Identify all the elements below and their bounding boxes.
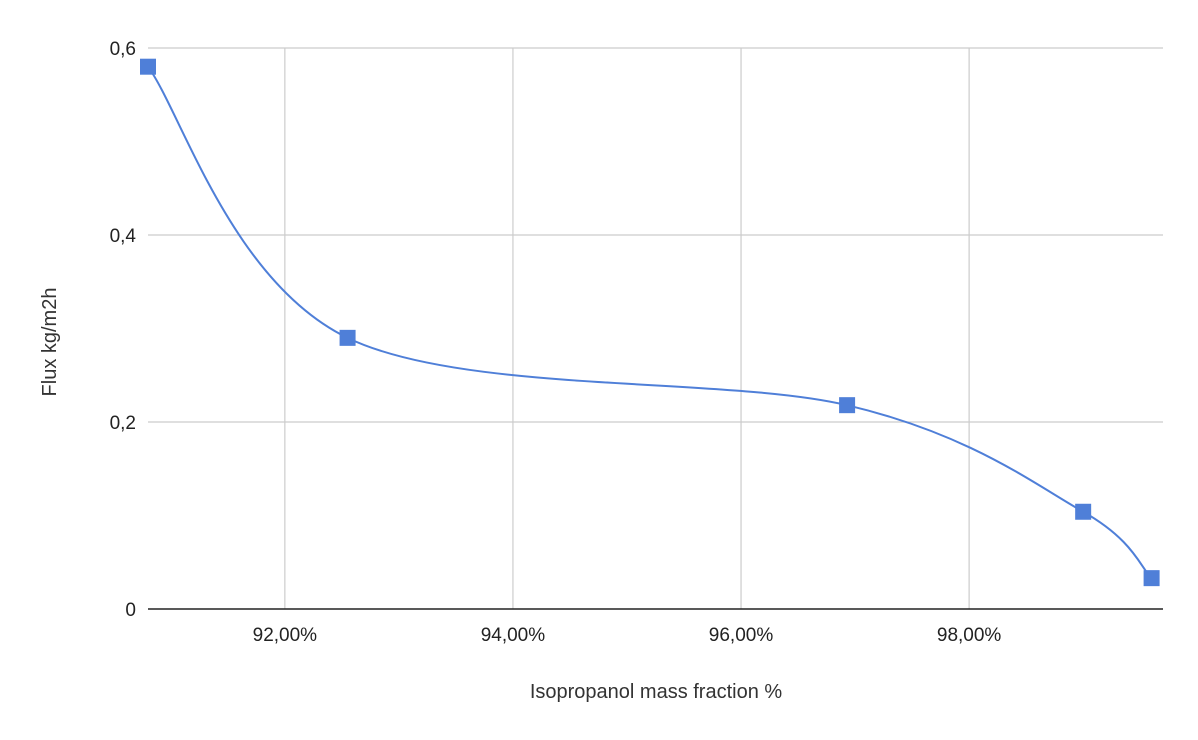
x-tick-label: 98,00% (937, 625, 1002, 646)
x-tick-label: 94,00% (481, 625, 546, 646)
data-point-marker (839, 397, 856, 414)
x-tick-label: 92,00% (253, 625, 318, 646)
data-point-marker (1075, 503, 1092, 520)
series-line-group (140, 58, 1160, 587)
series-line (147, 66, 1153, 579)
x-tick-label: 96,00% (709, 625, 774, 646)
x-axis-title: Isopropanol mass fraction % (530, 681, 783, 703)
data-point-marker (1143, 570, 1160, 587)
data-point-marker (339, 329, 356, 346)
y-tick-label: 0,6 (110, 39, 136, 60)
y-tick-label: 0 (125, 600, 136, 621)
tick-labels: 0 0,2 0,4 0,6 92,00% 94,00% 96,00% 98,00% (110, 39, 1002, 646)
grid-lines (148, 47, 1163, 609)
y-axis-title: Flux kg/m2h (39, 288, 61, 397)
y-tick-label: 0,4 (110, 226, 137, 247)
y-tick-label: 0,2 (110, 413, 136, 434)
data-point-marker (140, 58, 156, 75)
